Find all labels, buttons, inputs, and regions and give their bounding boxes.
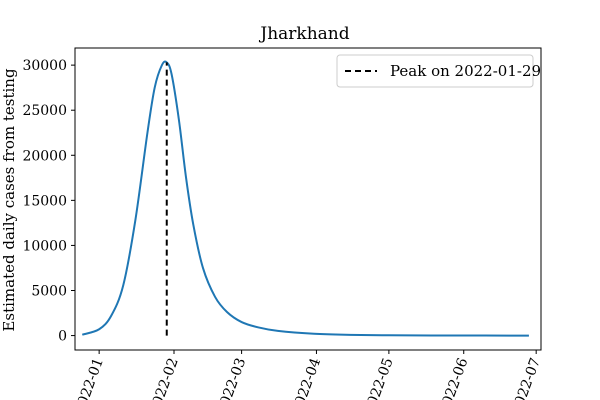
- y-tick-label: 25000: [22, 103, 67, 119]
- legend: Peak on 2022-01-29: [336, 54, 541, 88]
- plot-frame: [74, 47, 542, 351]
- y-axis: 0 5000 10000 15000 20000 25000 30000: [22, 58, 75, 345]
- y-tick-label: 10000: [22, 238, 67, 254]
- chart-title: Jharkhand: [258, 24, 349, 44]
- plot-area: [81, 60, 529, 337]
- legend-peak-label: Peak on 2022-01-29: [390, 62, 541, 80]
- y-tick-label: 20000: [22, 148, 67, 164]
- series-line-0: [81, 60, 529, 337]
- y-tick-label: 5000: [31, 284, 67, 300]
- y-tick-label: 0: [58, 329, 67, 345]
- y-axis-label: Estimated daily cases from testing: [0, 68, 18, 332]
- y-tick-label: 15000: [22, 193, 67, 209]
- legend-box: [336, 54, 534, 88]
- y-tick-label: 30000: [22, 58, 67, 74]
